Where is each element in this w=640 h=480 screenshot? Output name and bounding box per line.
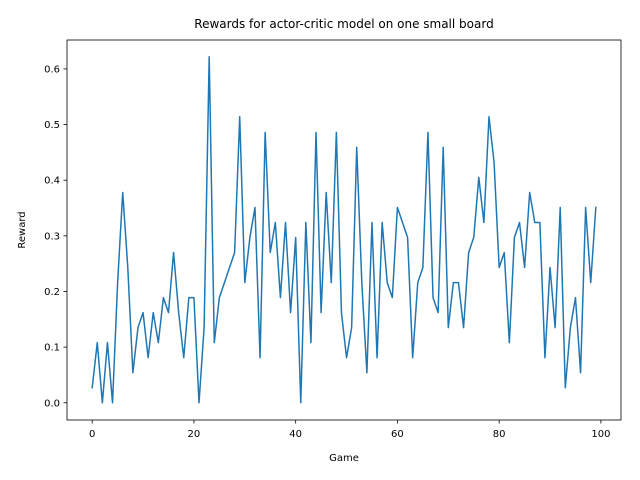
y-tick-label: 0.2 xyxy=(44,287,60,298)
x-tick-label: 40 xyxy=(289,429,302,440)
y-axis: 0.0 0.1 0.2 0.3 0.4 0.5 0.6 xyxy=(44,64,67,409)
x-tick-label: 20 xyxy=(188,429,201,440)
x-axis-label: Game xyxy=(329,453,359,464)
x-tick-label: 0 xyxy=(89,429,95,440)
y-tick-label: 0.6 xyxy=(44,64,60,75)
series-line-0 xyxy=(91,55,597,404)
x-tick-label: 100 xyxy=(591,429,610,440)
y-tick-label: 0.5 xyxy=(44,120,60,131)
y-tick-label: 0.0 xyxy=(44,398,60,409)
y-tick-label: 0.3 xyxy=(44,231,60,242)
y-tick-label: 0.4 xyxy=(44,176,60,187)
y-tick-label: 0.1 xyxy=(44,343,60,354)
x-tick-label: 80 xyxy=(493,429,506,440)
x-axis: 0 20 40 60 80 100 xyxy=(89,420,610,440)
plot-area xyxy=(91,55,597,404)
chart-title: Rewards for actor-critic model on one sm… xyxy=(194,17,493,31)
y-axis-label: Reward xyxy=(17,211,28,248)
axes-frame xyxy=(66,39,622,421)
x-tick-label: 60 xyxy=(391,429,404,440)
